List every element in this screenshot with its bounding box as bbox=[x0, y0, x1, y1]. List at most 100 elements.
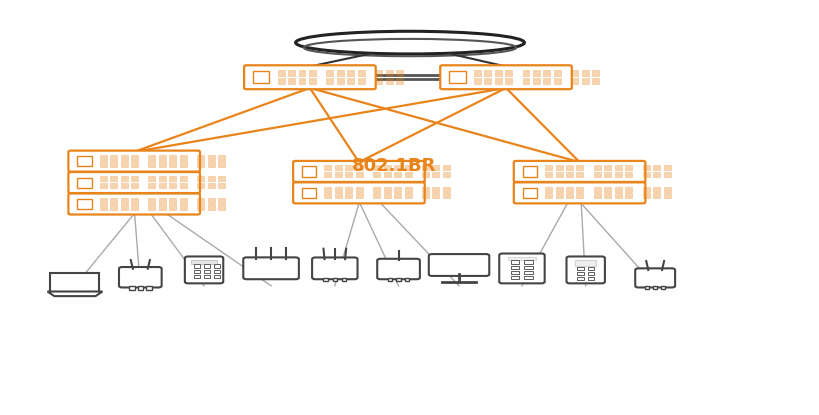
Bar bbox=[342, 278, 346, 281]
Bar bbox=[642, 187, 649, 192]
Bar bbox=[345, 172, 352, 177]
FancyBboxPatch shape bbox=[68, 193, 200, 215]
Bar bbox=[574, 260, 595, 266]
Bar bbox=[396, 78, 402, 84]
Bar bbox=[179, 176, 187, 181]
Bar bbox=[505, 70, 511, 76]
Bar bbox=[204, 270, 210, 273]
Bar bbox=[197, 198, 204, 203]
Bar bbox=[553, 70, 560, 76]
Bar bbox=[110, 176, 117, 181]
Bar bbox=[543, 78, 550, 84]
FancyBboxPatch shape bbox=[292, 161, 424, 182]
Bar bbox=[396, 278, 400, 281]
Bar bbox=[523, 188, 536, 198]
Bar bbox=[170, 183, 176, 188]
Bar bbox=[355, 187, 362, 192]
Bar bbox=[432, 172, 439, 177]
Bar bbox=[581, 70, 588, 76]
FancyBboxPatch shape bbox=[566, 256, 604, 283]
Bar bbox=[77, 199, 92, 209]
Bar bbox=[355, 165, 362, 170]
Bar bbox=[179, 155, 187, 160]
FancyBboxPatch shape bbox=[184, 256, 223, 283]
Bar bbox=[581, 78, 588, 84]
Bar bbox=[301, 188, 316, 198]
Bar bbox=[179, 161, 187, 167]
Bar bbox=[253, 71, 269, 83]
Bar bbox=[207, 176, 215, 181]
Bar bbox=[653, 286, 656, 289]
Bar bbox=[422, 187, 428, 192]
Bar bbox=[337, 78, 343, 84]
Bar bbox=[334, 187, 342, 192]
Bar bbox=[432, 187, 439, 192]
Polygon shape bbox=[48, 291, 102, 296]
Bar bbox=[347, 78, 354, 84]
Bar bbox=[591, 78, 599, 84]
Bar bbox=[148, 183, 156, 188]
Bar bbox=[324, 165, 331, 170]
Bar bbox=[404, 172, 411, 177]
Bar bbox=[77, 156, 92, 166]
Bar bbox=[214, 270, 219, 273]
Bar bbox=[100, 155, 106, 160]
Bar bbox=[159, 204, 165, 210]
Bar bbox=[298, 78, 305, 84]
Bar bbox=[663, 193, 670, 198]
Bar bbox=[576, 187, 582, 192]
Bar bbox=[77, 178, 92, 188]
FancyBboxPatch shape bbox=[499, 254, 544, 283]
Bar bbox=[394, 172, 400, 177]
Bar bbox=[179, 204, 187, 210]
Bar bbox=[404, 187, 411, 192]
Bar bbox=[555, 172, 562, 177]
Bar bbox=[345, 193, 352, 198]
Bar bbox=[100, 198, 106, 203]
Bar bbox=[593, 165, 600, 170]
Bar bbox=[148, 198, 156, 203]
Bar bbox=[357, 78, 364, 84]
Bar bbox=[545, 193, 551, 198]
Bar bbox=[604, 165, 610, 170]
Bar bbox=[287, 70, 295, 76]
Bar bbox=[404, 193, 411, 198]
Bar bbox=[120, 183, 128, 188]
Bar bbox=[432, 165, 439, 170]
Bar bbox=[587, 276, 594, 280]
Bar bbox=[197, 183, 204, 188]
Bar bbox=[614, 187, 621, 192]
Bar bbox=[422, 165, 428, 170]
Bar bbox=[593, 193, 600, 198]
Bar bbox=[523, 166, 536, 177]
Bar bbox=[159, 155, 165, 160]
Bar bbox=[422, 172, 428, 177]
Bar bbox=[522, 78, 529, 84]
Bar bbox=[131, 161, 138, 167]
Bar bbox=[334, 172, 342, 177]
Bar bbox=[218, 176, 225, 181]
Bar bbox=[333, 278, 337, 281]
Bar bbox=[532, 70, 539, 76]
Bar bbox=[334, 165, 342, 170]
Bar bbox=[138, 286, 143, 290]
FancyBboxPatch shape bbox=[119, 267, 161, 288]
FancyBboxPatch shape bbox=[428, 254, 489, 276]
Bar bbox=[577, 272, 583, 275]
Bar bbox=[355, 172, 362, 177]
Bar bbox=[170, 161, 176, 167]
Bar bbox=[197, 204, 204, 210]
Bar bbox=[148, 176, 156, 181]
Bar bbox=[593, 172, 600, 177]
Bar bbox=[146, 286, 152, 290]
Bar bbox=[309, 70, 315, 76]
Bar bbox=[197, 155, 204, 160]
FancyBboxPatch shape bbox=[50, 273, 99, 292]
FancyBboxPatch shape bbox=[440, 65, 571, 89]
Bar bbox=[404, 165, 411, 170]
Bar bbox=[483, 78, 491, 84]
FancyBboxPatch shape bbox=[292, 182, 424, 203]
Bar bbox=[523, 266, 532, 269]
Bar bbox=[373, 165, 380, 170]
Bar bbox=[373, 172, 380, 177]
